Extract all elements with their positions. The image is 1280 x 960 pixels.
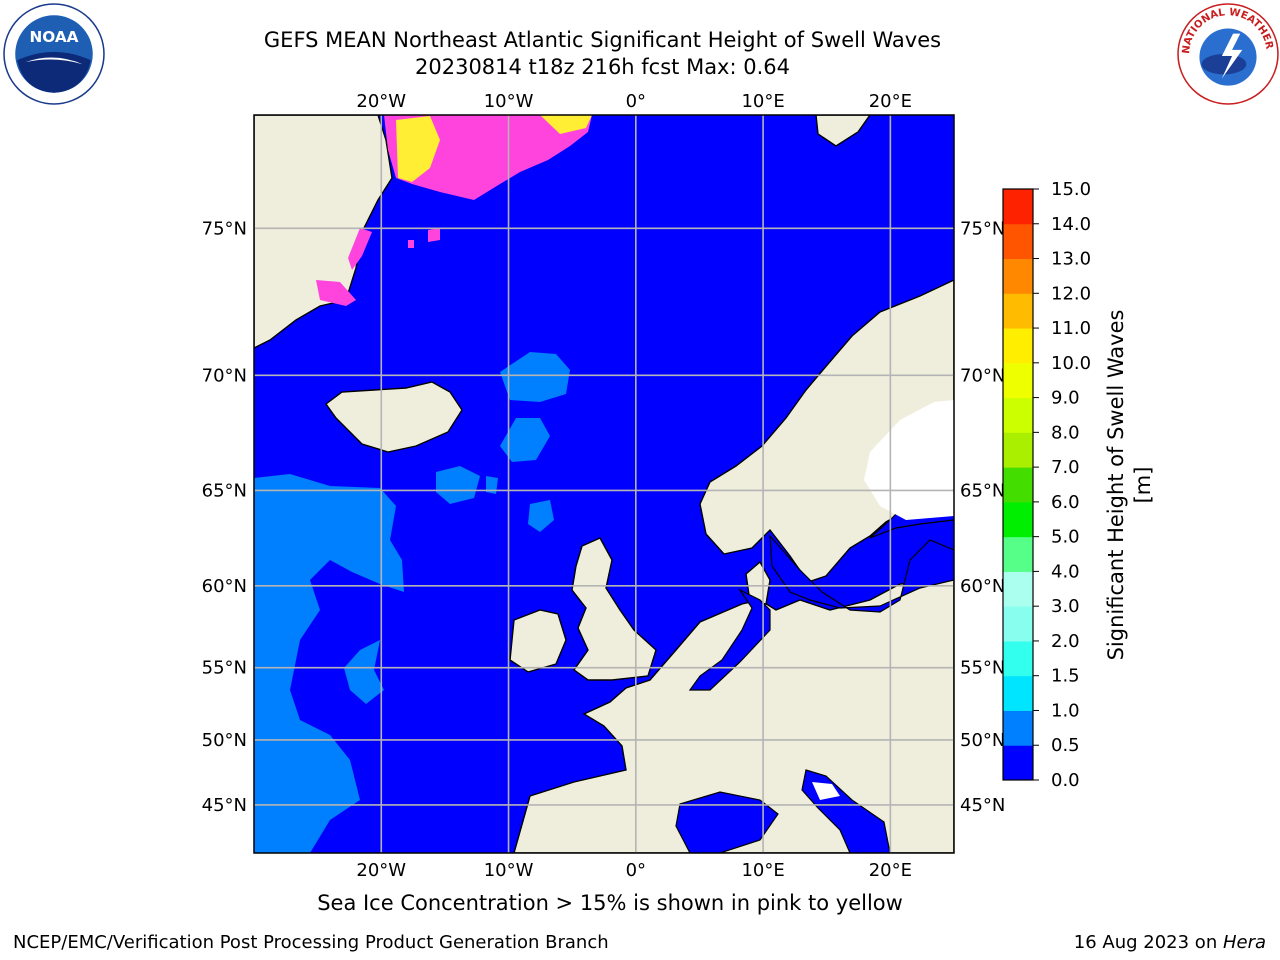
colorbar-segment [1003,258,1033,294]
colorbar-tick-label: 10.0 [1051,353,1091,374]
axis-tick-labels: 20°W 20°W 10°W 10°W 0° 0° 10°E 10°E 20°E 20°E 75°N… [202,91,1006,881]
mediterranean-west [675,791,779,853]
colorbar-tick-label: 12.0 [1051,283,1091,304]
colorbar-segment [1003,223,1033,260]
colorbar-tick-label: 0.0 [1051,770,1080,791]
colorbar-tick-label: 4.0 [1051,561,1080,582]
colorbar-tick-label: 3.0 [1051,596,1080,617]
colorbar-segment [1003,606,1033,642]
map-frame [253,114,955,854]
colorbar-segment [1003,328,1033,364]
lon-tick-label: 10°W [484,860,534,881]
colorbar-segment [1003,710,1033,746]
colorbar-segment [1003,189,1033,225]
lat-tick-label: 70°N [202,365,247,386]
noaa-logo-text: NOAA [29,28,78,46]
sea-ice-caption: Sea Ice Concentration > 15% is shown in … [317,891,903,915]
lat-tick-label: 50°N [202,730,247,751]
colorbar-tick-label: 15.0 [1051,179,1091,200]
colorbar-frame [1002,188,1034,781]
footer-machine: Hera [1222,932,1266,953]
lat-tick-label: 60°N [202,576,247,597]
colorbar-segment [1003,501,1033,538]
colorbar-tick-label: 1.5 [1051,666,1080,687]
lat-tick-label: 55°N [202,658,247,679]
lon-tick-label: 20°E [869,860,912,881]
lat-tick-label: 45°N [202,795,247,816]
colorbar-tick-label: 5.0 [1051,527,1080,548]
footer-date-text: 16 Aug 2023 on [1073,932,1223,953]
lat-tick-label: 70°N [960,365,1005,386]
colorbar-tick-label: 14.0 [1051,214,1091,235]
colorbar-tick-label: 6.0 [1051,492,1080,513]
lon-tick-label: 20°W [356,860,406,881]
colorbar-tick-label: 9.0 [1051,388,1080,409]
colorbar-tick-label: 1.0 [1051,700,1080,721]
colorbar-tick-label: 2.0 [1051,631,1080,652]
colorbar-segment [1003,293,1033,329]
lon-tick-label: 10°E [741,91,784,112]
ireland [509,609,567,673]
colorbar-tick-label: 0.5 [1051,735,1080,756]
lat-tick-label: 45°N [960,795,1005,816]
lon-tick-label: 10°E [741,860,784,881]
colorbar-segment [1003,397,1033,433]
colorbar-tick-label: 13.0 [1051,249,1091,270]
lat-tick-label: 55°N [960,658,1005,679]
lon-tick-label: 10°W [484,91,534,112]
sea-ice-areas [316,115,592,306]
baltic-sea [769,534,954,613]
iceland [325,381,463,453]
colorbar-segment [1003,640,1033,677]
colorbar: 0.0 0.5 1.0 1.5 2.0 3.0 4.0 5.0 6.0 7.0 8.0 9.0 10.0… [1002,179,1091,791]
lat-tick-label: 65°N [202,480,247,501]
swell-areas [254,352,570,853]
colorbar-segment [1003,571,1033,607]
colorbar-label-line1: Significant Height of Swell Waves [1104,310,1128,661]
lon-tick-label: 0° [626,91,646,112]
lon-tick-label: 20°E [869,91,912,112]
colorbar-segment [1003,675,1033,711]
colorbar-segment [1003,536,1033,572]
colorbar-segment [1003,467,1033,503]
colorbar-segment [1003,362,1033,399]
map-subtitle: 20230814 t18z 216h fcst Max: 0.64 [415,55,790,79]
greenland [254,115,393,349]
colorbar-tick-label: 7.0 [1051,457,1080,478]
colorbar-tick-label: 8.0 [1051,422,1080,443]
lat-tick-label: 75°N [202,218,247,239]
lat-tick-label: 75°N [960,218,1005,239]
lon-tick-label: 0° [626,860,646,881]
great-britain [571,537,657,681]
svalbard [815,115,871,147]
colorbar-segment [1003,432,1033,468]
lat-tick-label: 65°N [960,480,1005,501]
colorbar-tick-label: 11.0 [1051,318,1091,339]
map-title: GEFS MEAN Northeast Atlantic Significant… [263,28,942,52]
colorbar-label-line2: [m] [1131,467,1155,504]
colorbar-segment [1003,745,1033,781]
mainland-europe [513,579,954,853]
north-sea [688,588,771,691]
nws-logo: NATIONAL WEATHER SERVICE [1177,3,1279,105]
noaa-logo: NOAA [3,3,105,105]
lat-tick-label: 60°N [960,576,1005,597]
lon-tick-label: 20°W [356,91,406,112]
footer-credit: NCEP/EMC/Verification Post Processing Pr… [13,932,609,953]
footer-date: 16 Aug 2023 on Hera [1074,932,1266,953]
map-gridlines [254,115,954,853]
lat-tick-label: 50°N [960,730,1005,751]
